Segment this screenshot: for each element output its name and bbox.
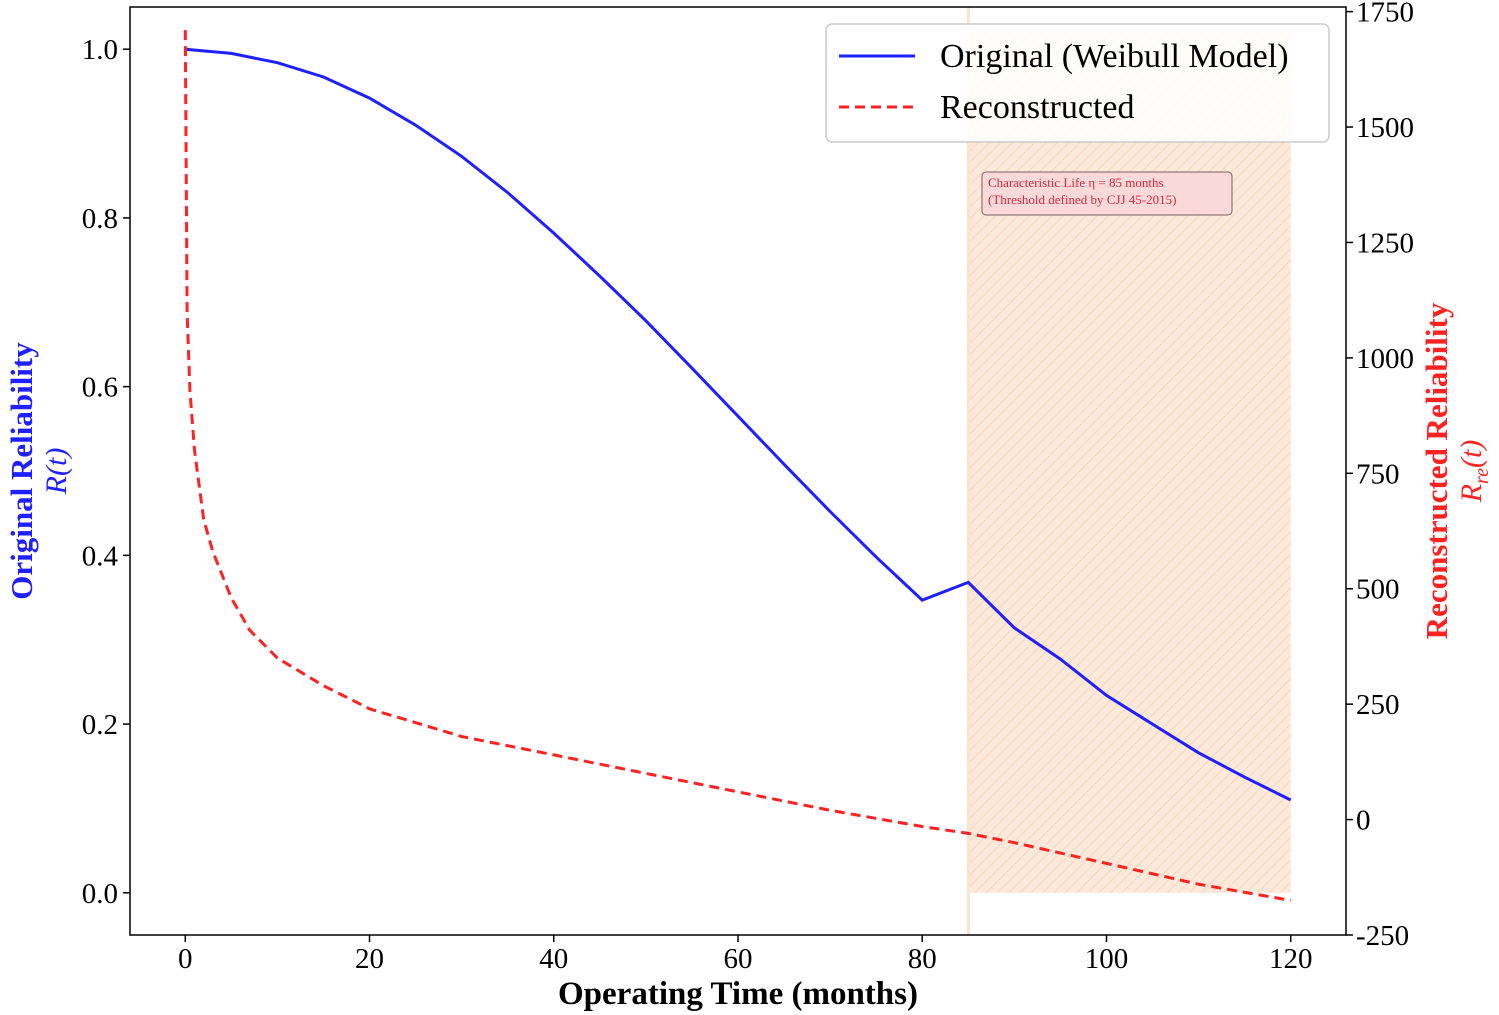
series-original-line [185, 47, 1292, 802]
x-tick-label: 40 [539, 943, 568, 975]
x-tick-label: 20 [355, 943, 384, 975]
right-y-tick-label: 1000 [1356, 343, 1414, 375]
left-y-tick-label: 0.2 [82, 709, 118, 741]
right-y-axis-ticks: -250 0 250 500 750 1000 1250 1500 1750 [1346, 0, 1414, 952]
left-y-axis-symbol: R(t) [40, 448, 73, 496]
left-y-tick-label: 0.4 [82, 540, 119, 572]
right-y-tick-label: 750 [1356, 458, 1400, 490]
x-tick-label: 0 [178, 943, 193, 975]
left-y-tick-label: 1.0 [82, 34, 118, 66]
x-tick-label: 60 [724, 943, 753, 975]
x-axis-title: Operating Time (months) [558, 976, 918, 1012]
x-tick-label: 100 [1085, 943, 1129, 975]
left-y-tick-label: 0.0 [82, 878, 118, 910]
svg-text:Original Reliability: Original Reliability [4, 342, 39, 600]
right-y-tick-label: 500 [1356, 574, 1400, 606]
right-y-tick-label: 1250 [1356, 227, 1414, 259]
legend-original-label: Original (Weibull Model) [940, 38, 1289, 75]
right-y-tick-label: 1500 [1356, 112, 1414, 144]
right-y-axis-title: Reconstructed Reliability [1419, 302, 1454, 639]
legend: Original (Weibull Model) Reconstructed [825, 23, 1330, 143]
series-reconstructed-line [183, 30, 1291, 902]
left-y-tick-label: 0.8 [82, 203, 118, 235]
annotation-line-1: Characteristic Life η = 85 months [988, 175, 1164, 190]
left-y-axis-ticks: 0.0 0.2 0.4 0.6 0.8 1.0 [82, 34, 130, 910]
x-axis-ticks: 0 20 40 60 80 100 120 [178, 935, 1312, 975]
symbol-r: R [1455, 484, 1488, 503]
right-y-axis-symbol: Rre(t) [1455, 440, 1493, 504]
svg-text:Rre(t): Rre(t) [1455, 440, 1493, 504]
left-y-axis-title: Original Reliability [4, 342, 39, 600]
symbol-subscript: re [1471, 468, 1493, 484]
legend-reconstructed-label: Reconstructed [940, 89, 1135, 126]
characteristic-life-region [968, 32, 1291, 893]
left-y-tick-label: 0.6 [82, 372, 118, 404]
right-y-tick-label: 1750 [1356, 0, 1414, 29]
annotation-line-2: (Threshold defined by CJJ 45-2015) [988, 192, 1176, 207]
right-y-tick-label: 0 [1356, 805, 1371, 837]
svg-text:R(t): R(t) [40, 448, 73, 496]
annotation-box: Characteristic Life η = 85 months (Thres… [981, 171, 1233, 216]
x-tick-label: 80 [908, 943, 937, 975]
svg-text:Reconstructed Reliability: Reconstructed Reliability [1419, 302, 1454, 639]
x-tick-label: 120 [1269, 943, 1313, 975]
right-y-tick-label: -250 [1356, 920, 1409, 952]
right-y-tick-label: 250 [1356, 689, 1400, 721]
symbol-suffix: (t) [1455, 440, 1488, 468]
